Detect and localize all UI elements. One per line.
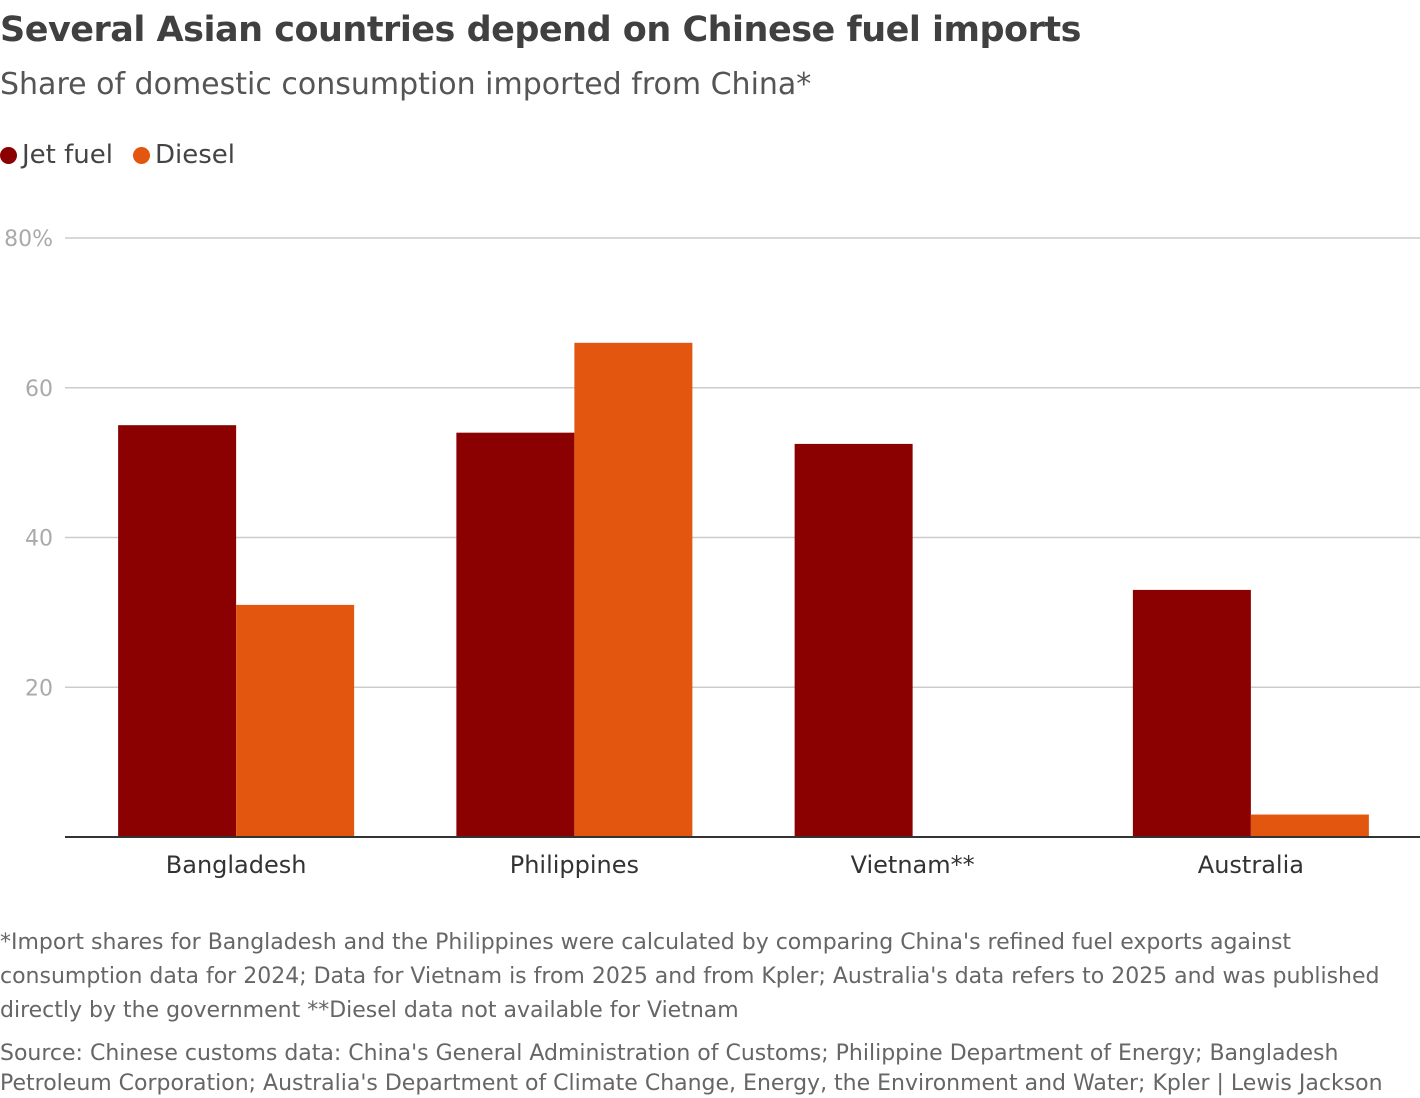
bar [574, 342, 693, 837]
bar [794, 443, 913, 837]
y-tick-label: 60 [25, 377, 53, 402]
legend-label: Diesel [154, 140, 235, 170]
chart-title: Several Asian countries depend on Chines… [0, 10, 1081, 50]
legend-item: Diesel [132, 140, 235, 170]
bar [236, 604, 355, 837]
legend-swatch [132, 146, 150, 164]
source: Source: Chinese customs data: China's Ge… [0, 1041, 1383, 1096]
y-tick-label: 20 [25, 676, 53, 701]
x-tick-label: Vietnam** [851, 851, 975, 879]
bar [1132, 589, 1251, 837]
bar [118, 425, 237, 837]
x-tick-label: Bangladesh [166, 851, 307, 879]
bar [1250, 814, 1369, 837]
y-tick-label: 40 [25, 527, 53, 552]
x-tick-label: Philippines [510, 851, 639, 879]
legend: Jet fuel Diesel [0, 140, 235, 170]
legend-label: Jet fuel [22, 140, 113, 170]
chart-subtitle: Share of domestic consumption imported f… [0, 67, 812, 102]
legend-item: Jet fuel [0, 140, 113, 170]
bar [456, 432, 575, 837]
y-tick-label: 80% [4, 227, 53, 252]
footnote: *Import shares for Bangladesh and the Ph… [0, 930, 1380, 1023]
x-tick-label: Australia [1198, 851, 1304, 879]
legend-swatch [0, 146, 17, 164]
